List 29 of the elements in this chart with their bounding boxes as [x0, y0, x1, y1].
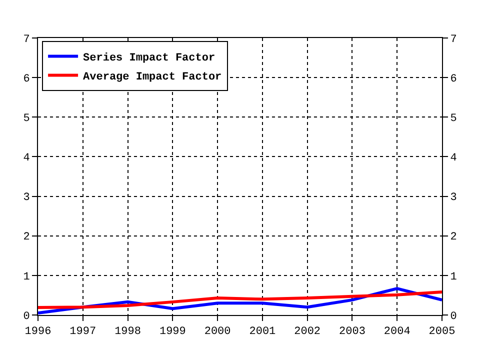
legend-label: Series Impact Factor [83, 52, 216, 65]
y2-tick-label: 1 [450, 271, 458, 284]
y-tick-label: 0 [23, 310, 30, 323]
x-tick-label: 1999 [159, 326, 186, 338]
y-tick-label: 1 [23, 271, 30, 284]
y2-tick-label: 0 [450, 310, 457, 323]
x-tick-label: 2004 [384, 326, 411, 338]
y2-tick-label: 4 [450, 152, 458, 165]
y-tick-label: 7 [23, 34, 30, 46]
y-tick-label: 2 [23, 232, 30, 244]
x-tick-label: 2005 [428, 326, 456, 338]
y-tick-label: 5 [23, 112, 30, 125]
y-tick-label: 3 [23, 192, 30, 204]
y2-tick-label: 3 [450, 192, 457, 204]
x-tick-label: 1997 [70, 326, 96, 338]
x-tick-label: 1998 [114, 326, 141, 338]
x-tick-label: 2001 [249, 326, 276, 338]
x-tick-label: 2002 [294, 326, 321, 338]
y2-tick-label: 6 [450, 73, 457, 86]
y-tick-label: 6 [23, 73, 30, 86]
y2-tick-label: 7 [450, 34, 457, 46]
line-series [38, 290, 442, 309]
x-tick-label: 2000 [204, 326, 231, 338]
y-tick-label: 4 [23, 152, 30, 165]
legend-label: Average Impact Factor [83, 72, 222, 84]
y2-tick-label: 2 [450, 232, 457, 244]
x-tick-label: 2003 [339, 326, 366, 338]
y2-tick-label: 5 [450, 112, 457, 125]
x-tick-label: 1996 [24, 326, 52, 338]
